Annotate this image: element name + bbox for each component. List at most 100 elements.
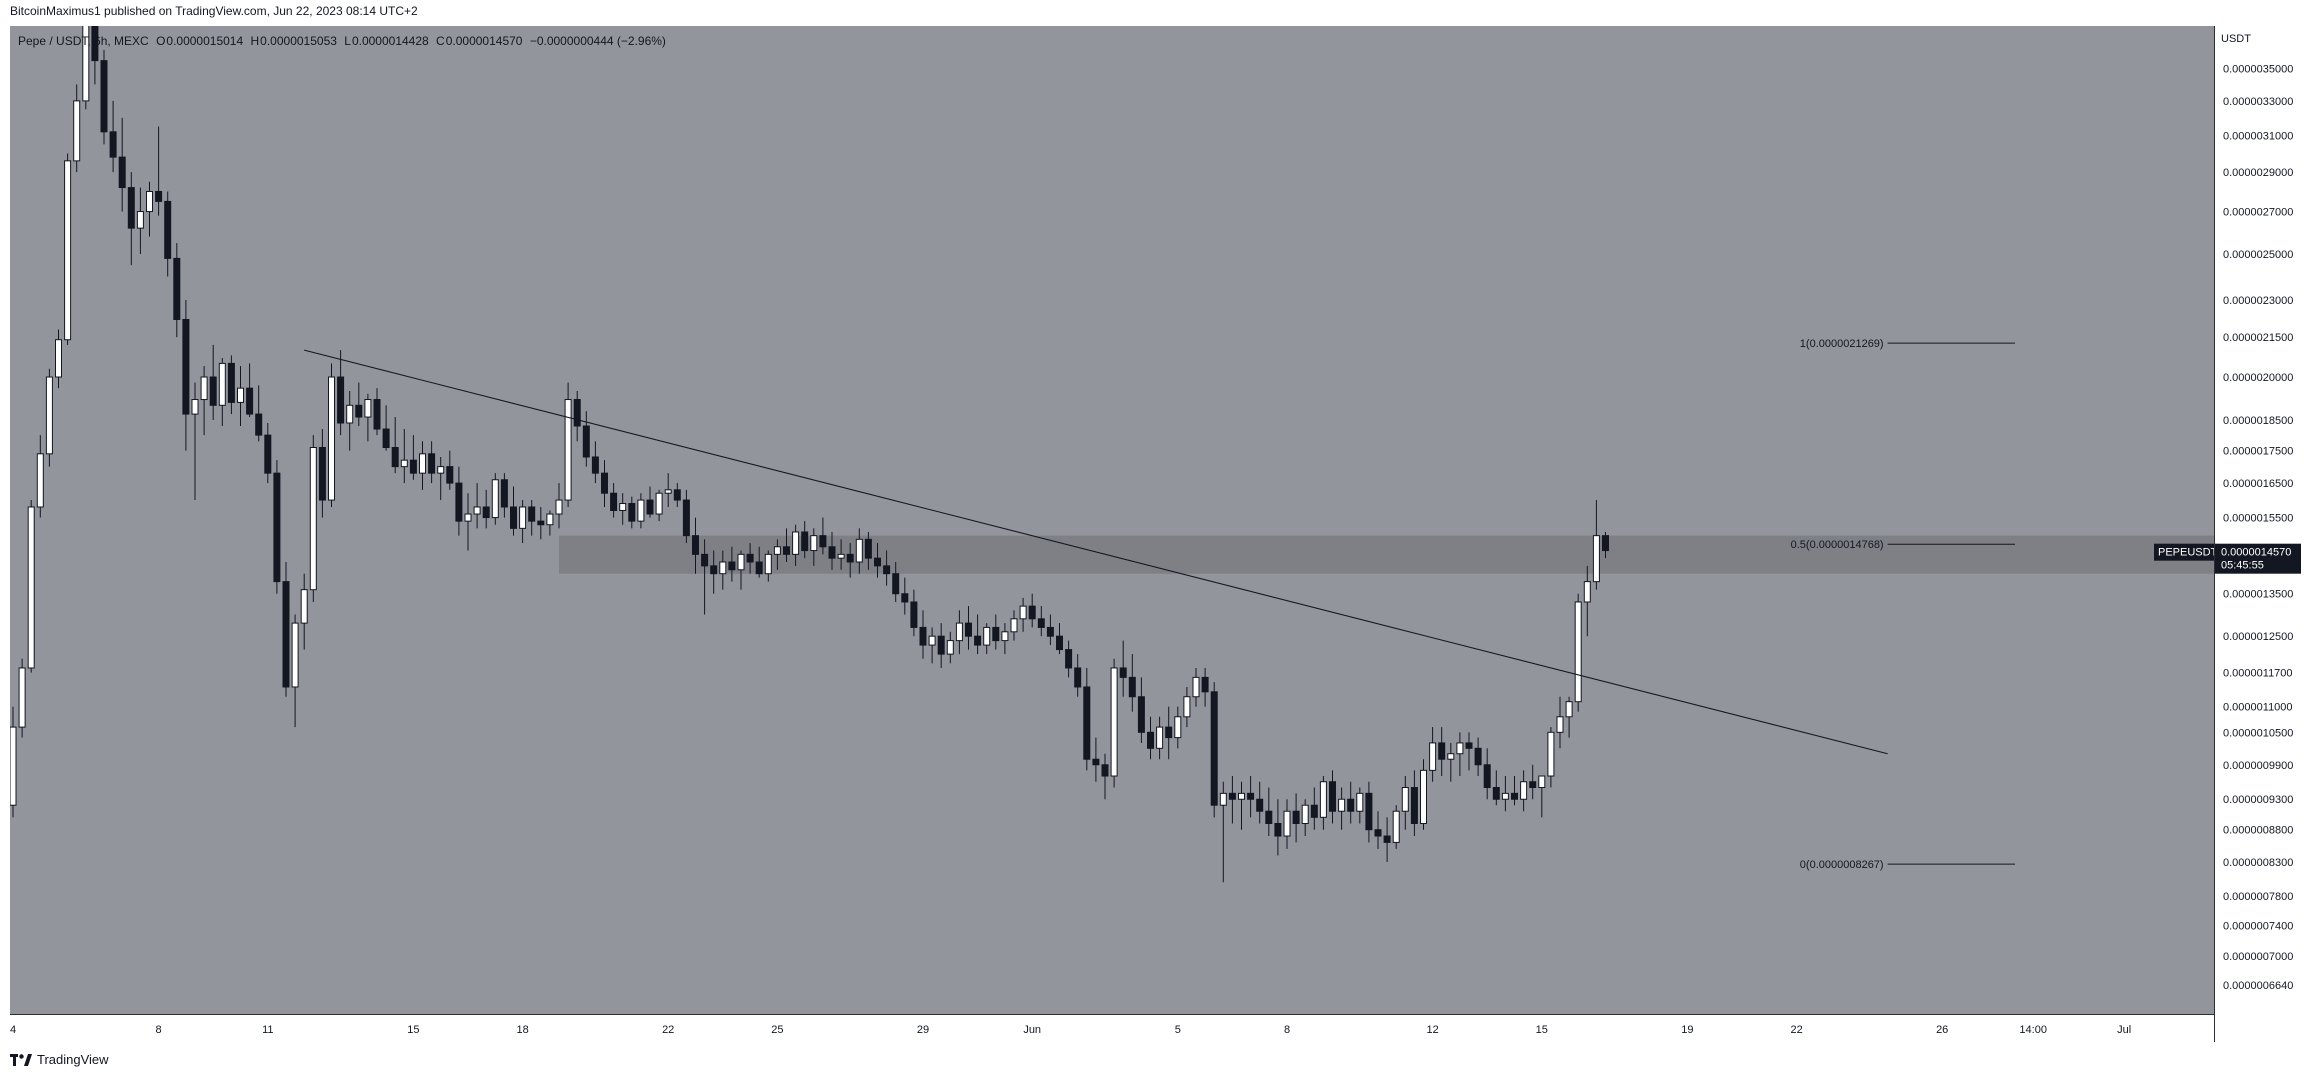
candle-up[interactable] [191,399,199,415]
candle-up[interactable] [237,387,244,403]
candle-up[interactable] [1174,716,1182,739]
candle-up[interactable] [328,376,335,501]
candle-down[interactable] [901,593,909,603]
candle-up[interactable] [1583,581,1591,603]
candle-up[interactable] [300,589,308,624]
descending-trendline[interactable] [304,349,1888,755]
candle-up[interactable] [519,506,527,529]
candle-down[interactable] [1074,667,1082,688]
candle-up[interactable] [437,466,445,474]
candle-up[interactable] [764,553,772,575]
candle-down[interactable] [1529,781,1537,789]
candle-up[interactable] [309,447,317,591]
candle-down[interactable] [282,581,290,688]
candle-down[interactable] [646,499,654,515]
candle-up[interactable] [1110,667,1118,777]
candle-down[interactable] [182,318,190,415]
candle-down[interactable] [173,257,181,320]
candle-down[interactable] [819,535,827,548]
candle-down[interactable] [455,482,463,522]
candle-down[interactable] [992,626,1000,642]
candle-up[interactable] [1019,605,1027,620]
candle-down[interactable] [892,573,900,595]
candle-down[interactable] [937,635,945,655]
candle-up[interactable] [855,538,863,563]
candle-down[interactable] [801,531,809,552]
candle-up[interactable] [473,506,481,515]
candle-down[interactable] [409,459,417,474]
candle-up[interactable] [719,561,727,575]
candle-up[interactable] [1338,798,1346,812]
candle-down[interactable] [1465,742,1473,749]
candle-down[interactable] [701,553,709,567]
candle-down[interactable] [1210,691,1218,806]
candle-down[interactable] [1410,787,1418,824]
candle-down[interactable] [682,499,690,537]
candle-down[interactable] [209,376,217,406]
candle-down[interactable] [1329,781,1336,812]
candle-up[interactable] [346,404,354,424]
candle-up[interactable] [837,553,845,559]
candle-up[interactable] [200,376,208,401]
candle-down[interactable] [1046,626,1054,637]
candle-down[interactable] [1247,792,1255,800]
candle-down[interactable] [528,506,536,522]
candle-down[interactable] [974,635,982,646]
candle-down[interactable] [573,399,581,427]
candle-up[interactable] [928,635,936,646]
candle-down[interactable] [537,520,545,526]
candle-down[interactable] [883,565,891,575]
candle-up[interactable] [10,726,17,806]
candle-down[interactable] [510,506,517,529]
candle-down[interactable] [246,387,254,415]
candle-down[interactable] [164,200,172,259]
candle-up[interactable] [82,26,90,102]
candle-up[interactable] [1420,769,1427,824]
candle-up[interactable] [64,160,72,341]
candle-down[interactable] [318,447,326,501]
candle-down[interactable] [828,546,836,559]
symbol-title[interactable]: Pepe / USDT, 6h, MEXC [18,34,149,48]
candle-up[interactable] [737,553,745,571]
candle-down[interactable] [391,447,399,468]
candle-down[interactable] [582,425,590,458]
candle-up[interactable] [1401,787,1409,812]
candle-down[interactable] [1438,742,1446,760]
candle-up[interactable] [136,211,144,229]
candle-down[interactable] [783,546,790,555]
candle-down[interactable] [846,553,854,563]
candle-down[interactable] [1083,686,1091,760]
candle-up[interactable] [1520,781,1528,800]
candle-down[interactable] [1119,667,1127,678]
candle-up[interactable] [1183,696,1191,718]
price-axis[interactable]: USDT 0.0000035000 0.0000033000 0.0000031000… [2214,26,2315,1042]
candle-up[interactable] [1156,726,1164,749]
candle-down[interactable] [1028,605,1036,620]
candle-up[interactable] [464,513,472,522]
candle-down[interactable] [1374,829,1382,837]
candle-up[interactable] [546,513,554,526]
candle-up[interactable] [364,399,372,418]
candle-down[interactable] [1365,792,1373,831]
candle-up[interactable] [18,667,26,728]
candle-down[interactable] [1492,787,1500,800]
candle-down[interactable] [1383,835,1391,843]
candle-down[interactable] [874,557,881,567]
candle-up[interactable] [619,503,627,511]
candle-down[interactable] [1256,798,1264,812]
candle-up[interactable] [1301,804,1309,824]
candle-down[interactable] [337,376,345,424]
candle-down[interactable] [692,535,699,555]
candle-down[interactable] [965,622,972,637]
candle-up[interactable] [55,339,62,378]
candle-up[interactable] [1283,810,1291,837]
candle-down[interactable] [1165,726,1173,739]
candle-down[interactable] [746,553,754,563]
candle-up[interactable] [73,100,81,162]
candlestick-chart[interactable]: 1(0.0000021269) 0.5(0.0000014768) 0(0.0000… [10,26,2214,1014]
candle-down[interactable] [1092,758,1100,766]
candle-down[interactable] [1101,764,1109,777]
candle-down[interactable] [1056,635,1063,651]
candle-down[interactable] [864,538,872,559]
